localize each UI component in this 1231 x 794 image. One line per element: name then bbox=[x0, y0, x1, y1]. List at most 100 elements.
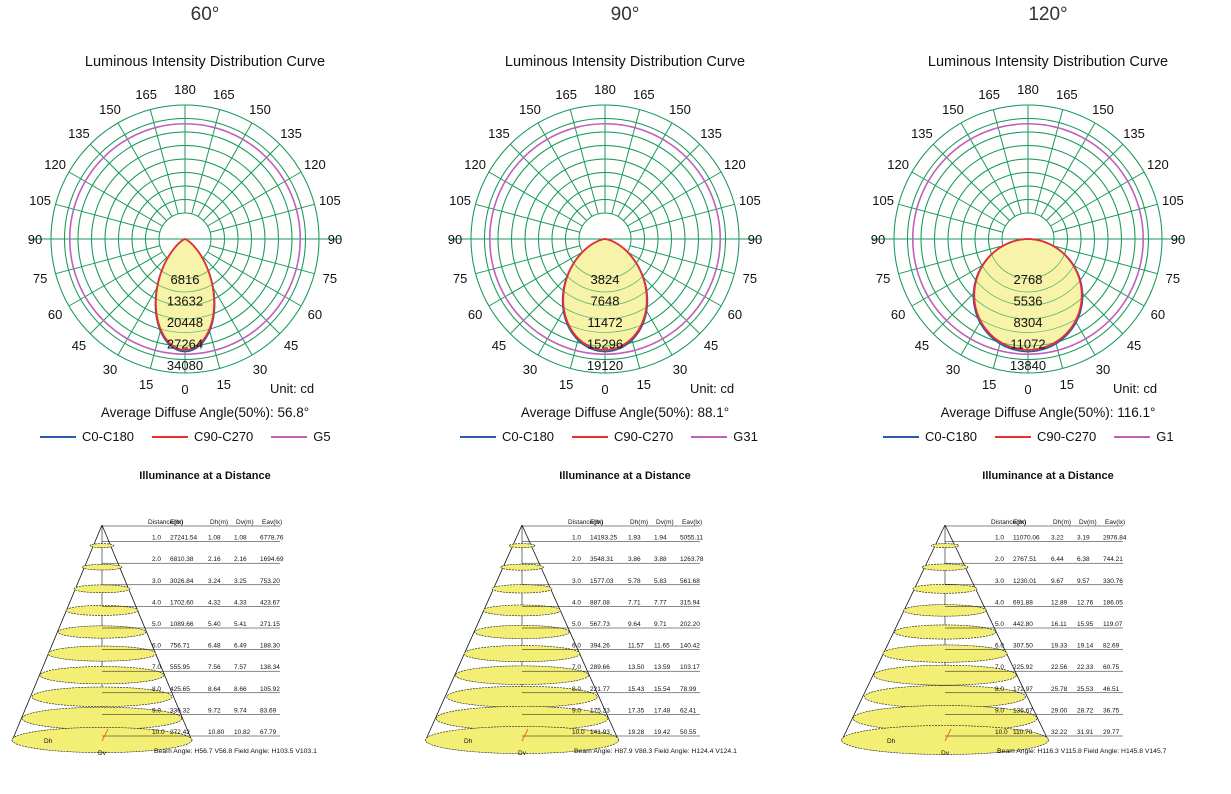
table-cell: 1.08 bbox=[208, 535, 221, 542]
angle-label: 120 bbox=[464, 157, 486, 172]
angle-label: 105 bbox=[1162, 193, 1184, 208]
angle-label: 15 bbox=[217, 377, 231, 392]
table-header: E(lx) bbox=[170, 519, 183, 526]
angle-label: 165 bbox=[1056, 87, 1078, 102]
angle-label: 75 bbox=[1166, 271, 1180, 286]
table-cell: 29.77 bbox=[1103, 729, 1120, 736]
angle-label: 15 bbox=[139, 377, 153, 392]
table-cell: 9.64 bbox=[628, 621, 641, 628]
illuminance-ellipse bbox=[930, 543, 960, 548]
table-cell: 9.71 bbox=[654, 621, 667, 628]
illuminance-title: Illuminance at a Distance bbox=[559, 470, 691, 482]
cone-edge-left bbox=[841, 524, 946, 742]
table-cell: 6.44 bbox=[1051, 556, 1064, 563]
angle-label: 15 bbox=[559, 377, 573, 392]
table-cell: 307.50 bbox=[1013, 643, 1033, 650]
table-cell: 756.71 bbox=[170, 643, 190, 650]
angle-label: 15 bbox=[982, 377, 996, 392]
table-cell: 2767.51 bbox=[1013, 556, 1037, 563]
unit-label: Unit: cd bbox=[270, 381, 315, 396]
illuminance-ellipse bbox=[89, 543, 115, 548]
cone-edge-left bbox=[11, 524, 103, 742]
table-cell: 5.0 bbox=[152, 621, 161, 628]
illuminance-ellipse bbox=[894, 624, 996, 640]
table-cell: 9.57 bbox=[1077, 578, 1090, 585]
table-header: Dv(m) bbox=[656, 519, 674, 526]
angle-label: 75 bbox=[743, 271, 757, 286]
table-cell: 6.0 bbox=[152, 643, 161, 650]
table-cell: 22.33 bbox=[1077, 664, 1094, 671]
g-curve bbox=[68, 122, 302, 356]
table-cell: 36.75 bbox=[1103, 707, 1120, 714]
table-cell: 7.57 bbox=[234, 664, 247, 671]
legend-swatch-c0 bbox=[460, 435, 496, 438]
table-cell: 336.32 bbox=[170, 707, 190, 714]
table-cell: 16.11 bbox=[1051, 621, 1067, 628]
angle-label: 45 bbox=[72, 338, 86, 353]
table-cell: 9.67 bbox=[1051, 578, 1064, 585]
legend-label-c0: C0-C180 bbox=[925, 429, 978, 444]
table-cell: 13.50 bbox=[628, 664, 645, 671]
table-cell: 289.66 bbox=[590, 664, 610, 671]
table-cell: 14193.25 bbox=[590, 535, 617, 542]
table-cell: 7.0 bbox=[572, 664, 581, 671]
table-cell: 5.0 bbox=[995, 621, 1004, 628]
table-cell: 1.93 bbox=[628, 535, 641, 542]
illuminance-ellipse bbox=[73, 584, 131, 594]
table-cell: 4.0 bbox=[572, 599, 581, 606]
legend-label-c90: C90-C270 bbox=[1037, 429, 1097, 444]
table-cell: 60.75 bbox=[1103, 664, 1120, 671]
illuminance-ellipse bbox=[47, 645, 157, 662]
average-diffuse-angle: Average Diffuse Angle(50%): 116.1° bbox=[940, 405, 1156, 420]
radial-value-label: 34080 bbox=[167, 358, 203, 373]
grid-ring-overlay bbox=[511, 145, 699, 333]
legend-swatch-c90 bbox=[995, 435, 1032, 438]
angle-label: 135 bbox=[488, 126, 510, 141]
table-cell: 5.0 bbox=[572, 621, 581, 628]
table-cell: 272.42 bbox=[170, 729, 190, 736]
dv-indicator bbox=[521, 728, 529, 742]
grid-ring-overlay bbox=[77, 131, 293, 347]
table-cell: 103.17 bbox=[680, 664, 700, 671]
table-header: Dh(m) bbox=[1053, 519, 1071, 526]
illuminance-ellipse bbox=[921, 563, 969, 571]
angle-label: 135 bbox=[1123, 126, 1145, 141]
radial-value-label: 27264 bbox=[167, 337, 203, 352]
table-cell: 567.73 bbox=[590, 621, 610, 628]
cone-edge-right bbox=[521, 524, 620, 742]
grid-ring-overlay bbox=[988, 199, 1068, 279]
table-cell: 10.0 bbox=[572, 729, 585, 736]
grid-ring-overlay bbox=[145, 199, 225, 279]
angle-label: 120 bbox=[304, 157, 326, 172]
angle-label: 120 bbox=[887, 157, 909, 172]
table-header: Eav(lx) bbox=[682, 519, 702, 526]
table-cell: 4.33 bbox=[234, 599, 247, 606]
table-cell: 13.59 bbox=[654, 664, 671, 671]
table-cell: 221.77 bbox=[590, 686, 610, 693]
table-cell: 11.65 bbox=[654, 643, 670, 650]
table-cell: 119.07 bbox=[1103, 621, 1123, 628]
legend-label-c0: C0-C180 bbox=[502, 429, 555, 444]
table-cell: 8.0 bbox=[995, 686, 1004, 693]
table-cell: 19.14 bbox=[1077, 643, 1094, 650]
legend-swatch-g bbox=[1114, 435, 1151, 438]
grid-ring-overlay bbox=[893, 104, 1163, 374]
angle-label: 60 bbox=[891, 307, 905, 322]
grid-ring-overlay bbox=[118, 172, 252, 306]
table-cell: 3.0 bbox=[152, 578, 161, 585]
angle-label: 120 bbox=[724, 157, 746, 172]
angle-label: 45 bbox=[704, 338, 718, 353]
angle-label: 120 bbox=[1147, 157, 1169, 172]
g-curve bbox=[488, 122, 722, 356]
angle-label: 60 bbox=[1151, 307, 1165, 322]
legend-item-c0: C0-C180 bbox=[883, 429, 977, 444]
angle-label: 75 bbox=[33, 271, 47, 286]
angle-label: 45 bbox=[492, 338, 506, 353]
table-cell: 140.42 bbox=[680, 643, 700, 650]
table-header: Dh(m) bbox=[630, 519, 648, 526]
table-cell: 1702.60 bbox=[170, 599, 194, 606]
g-curve bbox=[911, 122, 1145, 356]
illuminance-title: Illuminance at a Distance bbox=[982, 470, 1114, 482]
legend-item-c0: C0-C180 bbox=[460, 429, 554, 444]
